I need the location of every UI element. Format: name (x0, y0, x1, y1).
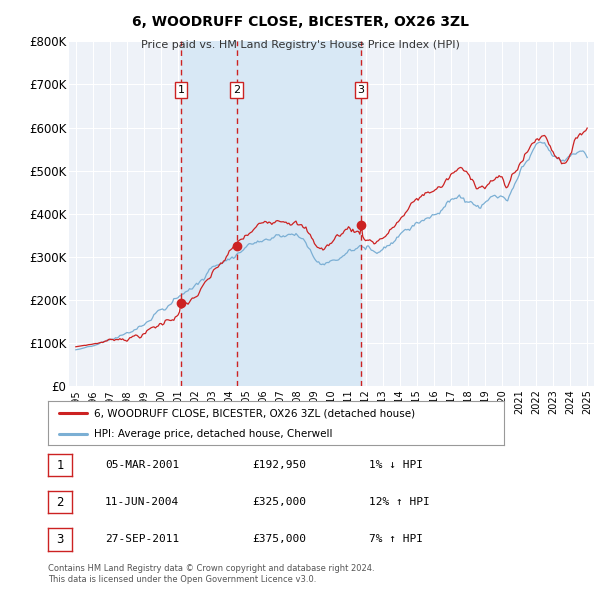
Text: 1: 1 (56, 458, 64, 471)
Text: 27-SEP-2011: 27-SEP-2011 (105, 535, 179, 545)
Text: 2: 2 (56, 496, 64, 509)
Text: 1: 1 (178, 85, 184, 95)
Text: 7% ↑ HPI: 7% ↑ HPI (369, 535, 423, 545)
Text: 3: 3 (56, 533, 64, 546)
Bar (181, 41, 361, 386)
Text: 6, WOODRUFF CLOSE, BICESTER, OX26 3ZL: 6, WOODRUFF CLOSE, BICESTER, OX26 3ZL (131, 15, 469, 29)
Text: 6, WOODRUFF CLOSE, BICESTER, OX26 3ZL (detached house): 6, WOODRUFF CLOSE, BICESTER, OX26 3ZL (d… (94, 408, 415, 418)
Text: 12% ↑ HPI: 12% ↑ HPI (369, 497, 430, 507)
Text: £192,950: £192,950 (252, 460, 306, 470)
Text: HPI: Average price, detached house, Cherwell: HPI: Average price, detached house, Cher… (94, 430, 332, 440)
Text: 05-MAR-2001: 05-MAR-2001 (105, 460, 179, 470)
Text: Contains HM Land Registry data © Crown copyright and database right 2024.: Contains HM Land Registry data © Crown c… (48, 565, 374, 573)
Text: Price paid vs. HM Land Registry's House Price Index (HPI): Price paid vs. HM Land Registry's House … (140, 40, 460, 50)
Text: 11-JUN-2004: 11-JUN-2004 (105, 497, 179, 507)
Text: 2: 2 (233, 85, 240, 95)
Text: £375,000: £375,000 (252, 535, 306, 545)
Text: £325,000: £325,000 (252, 497, 306, 507)
Text: 3: 3 (358, 85, 365, 95)
Text: This data is licensed under the Open Government Licence v3.0.: This data is licensed under the Open Gov… (48, 575, 316, 584)
Text: 1% ↓ HPI: 1% ↓ HPI (369, 460, 423, 470)
